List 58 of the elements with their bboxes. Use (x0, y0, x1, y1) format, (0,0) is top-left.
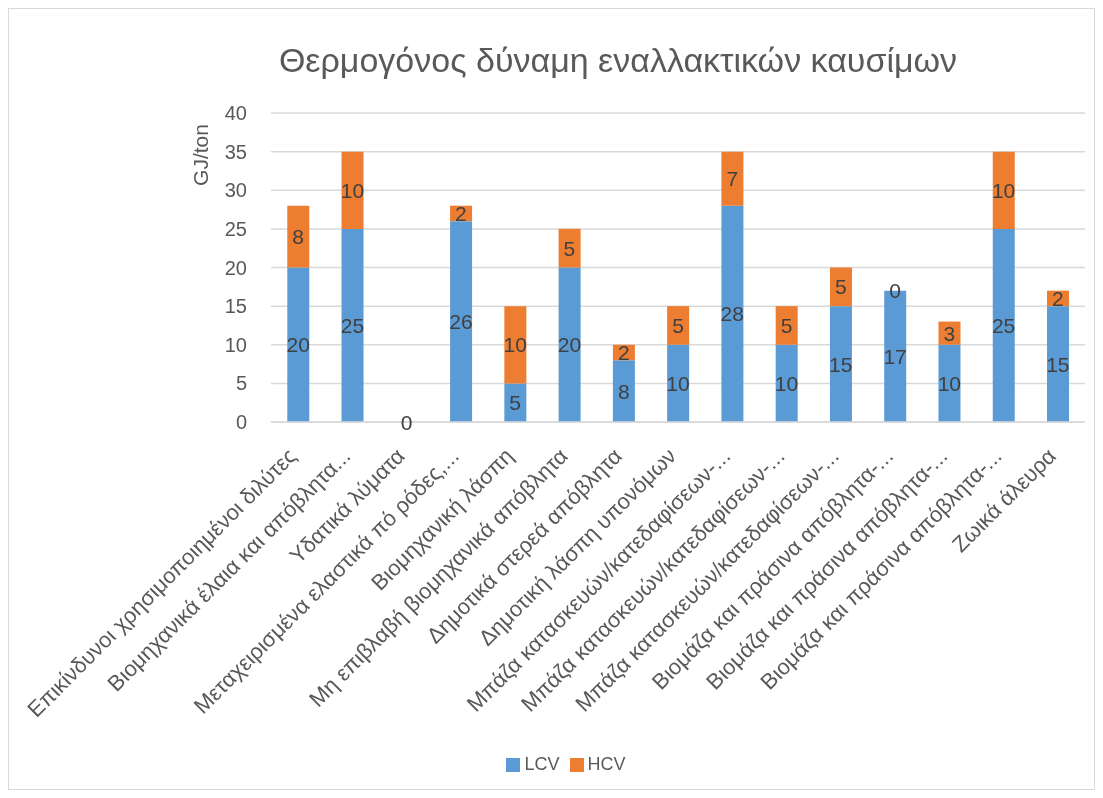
y-tick-label: 25 (224, 217, 247, 240)
legend-label: LCV (524, 754, 560, 774)
y-tick-label: 10 (224, 333, 247, 356)
bar (938, 344, 961, 422)
data-label: 10 (774, 371, 799, 395)
data-label: 2 (617, 340, 630, 364)
data-label: 5 (672, 313, 684, 337)
y-tick-label: 30 (224, 179, 247, 202)
data-label: 5 (780, 313, 793, 337)
bar (992, 228, 1015, 422)
data-label: 15 (1046, 352, 1070, 376)
data-label: 5 (834, 275, 847, 299)
data-label: 0 (400, 410, 413, 434)
data-label: 5 (509, 391, 522, 415)
bar (721, 151, 744, 206)
y-tick-label: 20 (224, 256, 247, 279)
bar (667, 306, 690, 345)
bar (775, 306, 798, 345)
data-label: 2 (1052, 286, 1064, 310)
data-label: 10 (666, 371, 690, 395)
data-label: 15 (829, 352, 853, 376)
data-label: 26 (449, 310, 473, 334)
data-label: 28 (720, 302, 744, 326)
bar (287, 267, 310, 422)
data-label: 10 (991, 178, 1016, 202)
y-tick-label: 0 (235, 411, 247, 434)
bar (829, 306, 852, 422)
bar (1047, 306, 1070, 422)
y-tick-label: 5 (235, 372, 247, 395)
bar (558, 267, 581, 422)
data-label: 2 (455, 201, 467, 225)
bar (612, 360, 635, 422)
data-label: 20 (286, 333, 310, 357)
bar (558, 228, 581, 268)
y-tick-label: 15 (224, 295, 247, 318)
chart-title: Θερμογόνος δύναμη εναλλακτικών καυσίμων (277, 41, 959, 80)
bar (504, 306, 527, 384)
bar (287, 205, 310, 268)
data-label: 25 (991, 313, 1016, 337)
data-label: 5 (563, 236, 576, 260)
bar (721, 205, 744, 422)
data-label: 8 (617, 379, 630, 403)
data-label: 10 (340, 178, 365, 202)
bar (341, 151, 364, 229)
data-label: 10 (937, 371, 962, 395)
bar (450, 221, 473, 422)
y-tick-label: 40 (224, 102, 247, 125)
y-axis-title: GJ/ton (188, 124, 212, 186)
data-label: 7 (726, 167, 739, 191)
bar (775, 344, 798, 422)
y-tick-label: 35 (224, 140, 247, 163)
data-label: 10 (503, 333, 527, 357)
legend-label: HCV (587, 754, 626, 774)
data-label: 3 (943, 321, 956, 345)
bar (341, 228, 364, 422)
data-label: 17 (883, 344, 907, 368)
bar (992, 151, 1015, 229)
data-label: 8 (292, 225, 304, 249)
